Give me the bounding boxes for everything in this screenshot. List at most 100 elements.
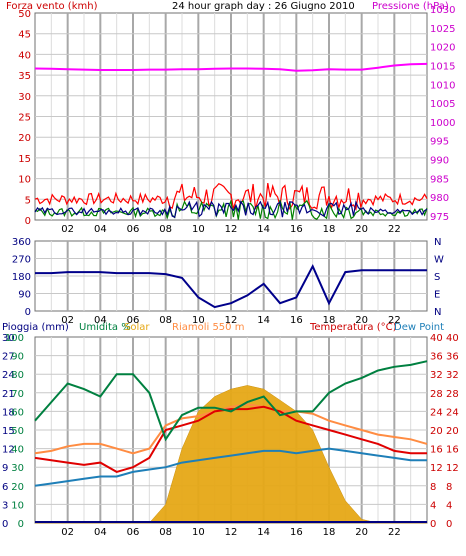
- rain-legend: Pioggia (mm): [2, 322, 69, 333]
- dir-panel-x-tick: 02: [61, 315, 74, 326]
- temp-tick-right: 40: [446, 333, 459, 344]
- humidity-tick: 100: [5, 333, 24, 344]
- temp-panel-x-tick: 08: [159, 527, 172, 538]
- dir-left-tick: 180: [12, 272, 31, 283]
- wind-panel-x-tick: 06: [127, 224, 140, 235]
- temp-tick-left: 4: [430, 500, 436, 511]
- pressure-tick: 1005: [430, 99, 455, 110]
- humidity-tick: 60: [11, 407, 24, 418]
- chart-title: 24 hour graph day : 26 Giugno 2010: [172, 1, 355, 12]
- temp-panel-x-tick: 02: [61, 527, 74, 538]
- wind-left-tick: 10: [18, 175, 31, 186]
- humidity-line: [34, 360, 428, 442]
- wind-panel-x-tick: 14: [257, 224, 270, 235]
- wind-panel-x-tick: 16: [290, 224, 303, 235]
- temperature-legend: Temperatura (°C): [309, 322, 397, 333]
- dir-right-tick: N: [434, 307, 441, 318]
- humidity-tick: 70: [11, 389, 24, 400]
- temp-tick-right: 12: [446, 463, 459, 474]
- wind-panel-x-tick: 22: [388, 224, 401, 235]
- dir-right-tick: S: [434, 272, 440, 283]
- humidity-tick: 90: [11, 352, 24, 363]
- wind-left-tick: 35: [18, 71, 31, 82]
- wind-panel-x-tick: 10: [192, 224, 205, 235]
- temp-panel-x-tick: 20: [355, 527, 368, 538]
- riamoli-legend: Riamoli 550 m: [172, 322, 244, 333]
- wind-left-tick: 25: [18, 113, 31, 124]
- wind-panel-x-tick: 04: [94, 224, 107, 235]
- dir-panel-x-tick: 12: [225, 315, 238, 326]
- rain-tick: 27: [2, 352, 15, 363]
- temp-tick-right: 24: [446, 407, 459, 418]
- wind-gust-line: [34, 182, 428, 212]
- temp-panel-x-tick: 14: [257, 527, 270, 538]
- pressure-tick: 990: [430, 156, 449, 167]
- rain-tick: 9: [2, 463, 8, 474]
- wind-left-tick: 20: [18, 133, 31, 144]
- temp-tick-left: 12: [430, 463, 443, 474]
- humidity-tick: 10: [11, 500, 24, 511]
- rain-tick: 0: [2, 519, 8, 530]
- pressure-tick: 1020: [430, 43, 455, 54]
- humidity-tick: 0: [18, 519, 24, 530]
- temp-panel-x-tick: 10: [192, 527, 205, 538]
- rain-tick: 24: [2, 370, 15, 381]
- temperature-line: [34, 405, 427, 473]
- dir-left-tick: 0: [25, 307, 31, 318]
- pressure-tick: 1015: [430, 61, 455, 72]
- wind-panel-x-tick: 18: [323, 224, 336, 235]
- pressure-tick: 975: [430, 212, 449, 223]
- riamoli-line: [34, 403, 428, 455]
- dir-panel-x-tick: 16: [290, 315, 303, 326]
- dir-panel-x-tick: 22: [388, 315, 401, 326]
- dir-panel-x-tick: 04: [94, 315, 107, 326]
- rain-tick: 6: [2, 482, 8, 493]
- pressure-line: [34, 62, 428, 72]
- wind-panel-x-tick: 12: [225, 224, 238, 235]
- temp-tick-right: 28: [446, 389, 459, 400]
- humidity-tick: 50: [11, 426, 24, 437]
- wind-left-tick: 50: [18, 9, 31, 20]
- dir-panel-x-tick: 18: [323, 315, 336, 326]
- solar-legend: Solar: [124, 322, 150, 333]
- temp-tick-right: 4: [446, 500, 452, 511]
- temp-tick-right: 16: [446, 445, 459, 456]
- temp-tick-left: 20: [430, 426, 443, 437]
- temp-tick-left: 28: [430, 389, 443, 400]
- dir-panel-x-tick: 08: [159, 315, 172, 326]
- pressure-tick: 1025: [430, 24, 455, 35]
- rain-tick: 15: [2, 426, 15, 437]
- rain-tick: 18: [2, 407, 15, 418]
- dir-left-tick: 270: [12, 255, 31, 266]
- temp-tick-left: 8: [430, 482, 436, 493]
- wind-avg-line: [34, 199, 428, 220]
- rain-tick: 21: [2, 389, 15, 400]
- temp-tick-left: 36: [430, 352, 443, 363]
- dir-left-tick: 360: [12, 237, 31, 248]
- temp-panel-x-tick: 04: [94, 527, 107, 538]
- temp-panel-x-tick: 12: [225, 527, 238, 538]
- temp-tick-right: 36: [446, 352, 459, 363]
- pressure-tick: 1000: [430, 118, 455, 129]
- rain-tick: 30: [2, 333, 15, 344]
- dir-panel-x-tick: 06: [127, 315, 140, 326]
- dewpoint-legend: Dew Point: [394, 322, 444, 333]
- dir-right-tick: N: [434, 237, 441, 248]
- humidity-tick: 80: [11, 370, 24, 381]
- dir-left-tick: 90: [18, 290, 31, 301]
- wind-pressure-panel: 0510152025303540455097598098599099510001…: [18, 5, 455, 235]
- humidity-tick: 20: [11, 482, 24, 493]
- temp-tick-left: 16: [430, 445, 443, 456]
- wind-left-tick: 30: [18, 92, 31, 103]
- dir-right-tick: W: [434, 255, 444, 266]
- wind-panel-x-tick: 02: [61, 224, 74, 235]
- humidity-legend: Umidita %: [79, 322, 131, 333]
- temp-panel-x-tick: 22: [388, 527, 401, 538]
- temp-tick-right: 8: [446, 482, 452, 493]
- humidity-tick: 30: [11, 463, 24, 474]
- wind-left-tick: 40: [18, 50, 31, 61]
- rain-humidity-temp-panel: 0369121518212427300102030405060708090100…: [2, 333, 459, 538]
- pressure-tick: 1010: [430, 80, 455, 91]
